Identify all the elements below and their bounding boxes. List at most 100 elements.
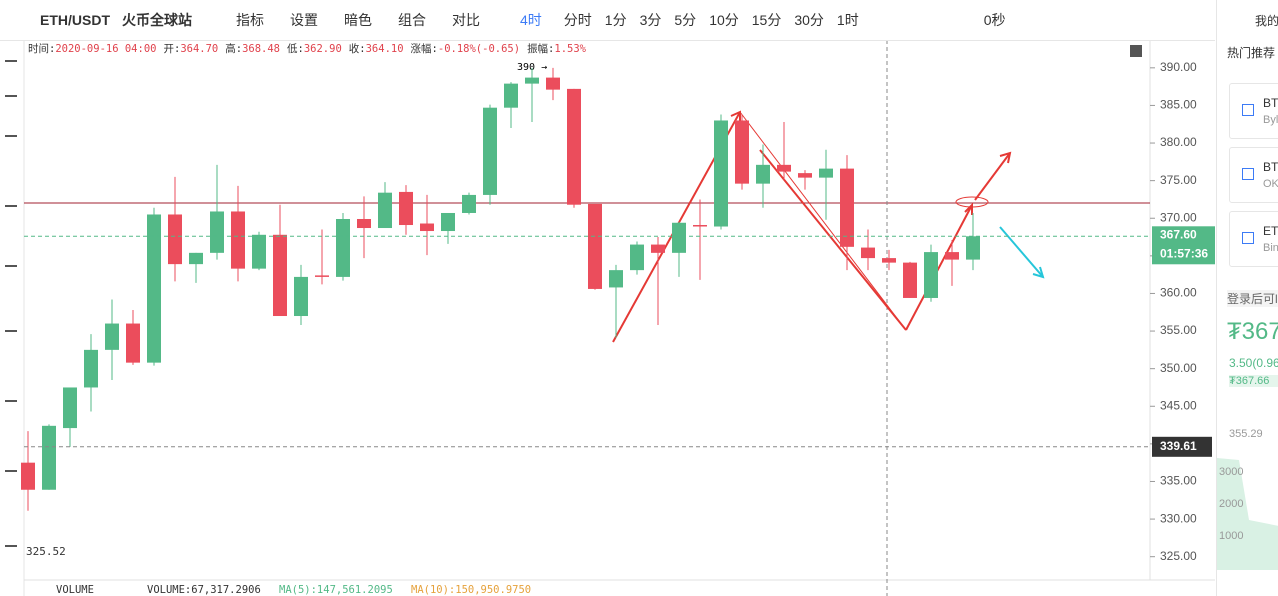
card-name: ET [1263,224,1278,238]
candle-body [315,275,329,277]
candle-body [105,323,119,350]
toolbar: ETH/USDT 火币全球站 指标 设置 暗色 组合 对比 4时 分时 1分 3分 5分 10分 1… [0,0,1215,41]
y-tick-label: 345.00 [1160,398,1197,412]
mini-tick: 2000 [1219,498,1243,510]
side-panel: 我的 热门推荐 BT Byl BT OK ET Bin 登录后可l ₮367 3.50(0… [1216,0,1278,596]
y-tick-label: 355.00 [1160,323,1197,337]
candle-body [903,262,917,298]
arrow-line[interactable] [739,111,907,331]
y-tick-label: 390.00 [1160,60,1197,74]
timer[interactable]: 0秒 [983,12,1006,28]
intervals: 4时 分时 1分 3分 5分 10分 15分 30分 1时 [520,10,872,30]
candle-body [483,107,497,195]
arrow-line[interactable] [974,152,1011,201]
arrow-head[interactable] [964,202,973,215]
tool-icon[interactable] [5,60,17,62]
tool-icon[interactable] [5,470,17,472]
candle-body [777,164,791,172]
tool-icon[interactable] [5,330,17,332]
y-tick-label: 385.00 [1160,98,1197,112]
tool-icon[interactable] [5,545,17,547]
toolbar-button[interactable]: 组合 [398,12,426,28]
candle-body [84,349,98,388]
candle-body [126,323,140,363]
tool-icon[interactable] [5,135,17,137]
candle-body [336,218,350,277]
interval[interactable]: 30分 [794,12,824,28]
volume-value: VOLUME:67,317.2906 [147,584,261,596]
arrow-line[interactable] [905,204,973,331]
candle-body [147,214,161,363]
interval[interactable]: 15分 [751,12,782,28]
interval[interactable]: 分时 [563,12,592,28]
info-bar: 时间:2020-09-16 04:00 开:364.70 高:368.48 低:362… [28,41,593,56]
side-title[interactable]: 我的 [1255,14,1278,28]
checkbox [1242,168,1254,180]
volume-ma5: MA(5):147,561.2095 [279,584,393,596]
candle-body [609,270,623,288]
checkbox [1242,104,1254,116]
interval[interactable]: 4时 [520,12,542,28]
y-tick-label: 360.00 [1160,286,1197,300]
fullscreen-icon[interactable] [1130,45,1142,57]
high-label: 390 → [517,62,547,73]
arrow-head[interactable] [999,151,1012,164]
crosshair-box [1152,436,1212,457]
chart: 390 → 325.52 VOLUME VOLUME:67,317.2906 M… [0,40,1215,596]
candle-body [504,83,518,108]
countdown: 01:57:36 [1160,246,1208,260]
candle-body [882,258,896,263]
toolbar-button[interactable]: 暗色 [344,12,372,28]
arrow-line[interactable] [759,149,907,331]
candle-body [189,252,203,265]
y-tick-label: 380.00 [1160,135,1197,149]
left-toolbar [0,40,24,596]
candle-body [420,223,434,232]
candle-body [462,194,476,213]
card[interactable]: ET Bin [1229,211,1278,267]
drawn-ellipse[interactable] [955,196,989,208]
side-change: 3.50(0.96 [1229,356,1278,370]
interval[interactable]: 1分 [604,12,627,28]
low-label: 325.52 [26,545,66,558]
toolbar-button[interactable]: 指标 [236,12,264,28]
candle-body [819,168,833,178]
info-value: 1.53% [554,43,586,55]
mini-area [1217,458,1278,570]
volume-name: VOLUME [56,584,94,596]
interval[interactable]: 10分 [709,12,739,28]
info-label: 低: [287,43,304,55]
tool-icon[interactable] [5,95,17,97]
interval[interactable]: 1时 [836,12,859,28]
candle-body [630,244,644,271]
interval[interactable]: 3分 [639,12,662,28]
arrow-head[interactable] [1032,266,1045,279]
card[interactable]: BT Byl [1229,83,1278,139]
toolbar-button[interactable]: 设置 [290,12,318,28]
interval[interactable]: 5分 [674,12,697,28]
arrow-line[interactable] [999,226,1044,278]
pair[interactable]: ETH/USDT [40,12,110,28]
y-tick-label: 335.00 [1160,474,1197,488]
toolbar-button[interactable]: 对比 [452,12,480,28]
y-tick-label: 370.00 [1160,210,1197,224]
candle-body [672,222,686,253]
candle-body [756,164,770,184]
candle-body [168,214,182,265]
tool-icon[interactable] [5,265,17,267]
y-tick-label: 325.00 [1160,549,1197,563]
candle-body [714,120,728,227]
side-section: 热门推荐 [1227,46,1276,60]
tool-icon[interactable] [5,400,17,402]
card[interactable]: BT OK [1229,147,1278,203]
info-label: 涨幅: [410,43,438,55]
tool-icon[interactable] [5,205,17,207]
info-label: 时间: [28,43,56,55]
exchange[interactable]: 火币全球站 [122,12,192,28]
login-hint[interactable]: 登录后可l [1227,290,1278,307]
candle-body [735,120,749,184]
tool-icons[interactable] [5,60,17,547]
candle-body [588,203,602,289]
card-name: BT [1263,96,1278,110]
